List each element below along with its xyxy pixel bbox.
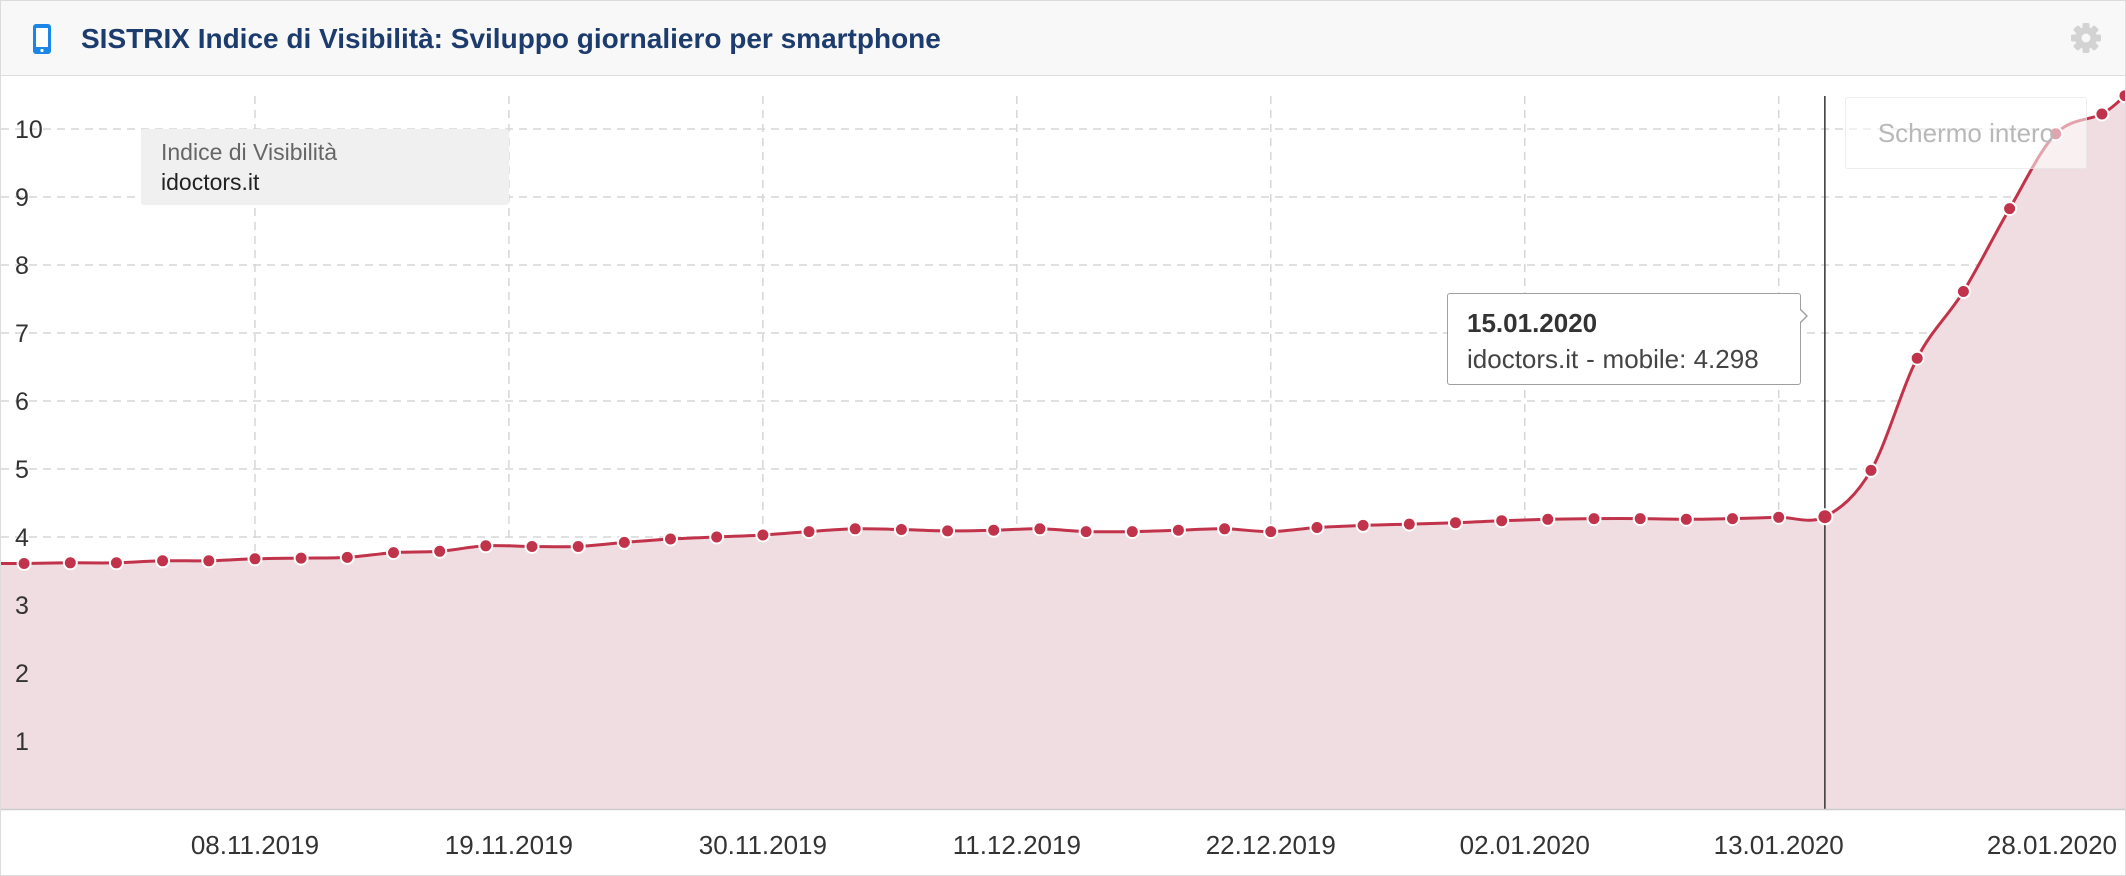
tooltip-value-line: idoctors.it - mobile: 4.298 — [1467, 344, 1759, 375]
data-point[interactable] — [1032, 521, 1048, 537]
data-point[interactable] — [1816, 508, 1834, 526]
x-tick-label: 22.12.2019 — [1206, 830, 1336, 860]
data-point[interactable] — [108, 555, 124, 571]
y-tick-label: 7 — [15, 320, 29, 348]
data-point[interactable] — [386, 545, 401, 561]
data-point[interactable] — [155, 553, 171, 569]
data-point[interactable] — [2117, 88, 2126, 104]
data-point[interactable] — [1771, 509, 1787, 525]
data-point[interactable] — [1355, 517, 1371, 533]
y-tick-label: 8 — [15, 252, 29, 280]
data-point[interactable] — [524, 539, 540, 554]
tooltip-date: 15.01.2020 — [1467, 308, 1598, 338]
data-point[interactable] — [616, 534, 632, 550]
data-point[interactable] — [1955, 284, 1971, 299]
y-tick-label: 5 — [15, 456, 29, 484]
data-point[interactable] — [570, 539, 586, 554]
y-tick-label: 3 — [15, 592, 29, 620]
tooltip-metric: mobile: — [1602, 344, 1687, 374]
x-tick-label: 19.11.2019 — [445, 830, 573, 860]
data-point[interactable] — [1078, 524, 1094, 540]
gear-icon[interactable] — [2069, 21, 2103, 55]
data-point[interactable] — [801, 524, 817, 540]
series-area-idoctors — [1, 95, 2125, 809]
data-point[interactable] — [1263, 524, 1279, 540]
data-point[interactable] — [1863, 462, 1879, 478]
data-point[interactable] — [16, 556, 32, 571]
legend: Indice di Visibilità idoctors.it — [141, 129, 509, 205]
x-tick-label: 08.11.2019 — [191, 830, 319, 860]
y-tick-label: 2 — [15, 660, 29, 688]
data-point[interactable] — [1124, 524, 1140, 540]
y-tick-label: 9 — [15, 184, 29, 212]
data-point[interactable] — [201, 553, 217, 569]
data-point[interactable] — [1309, 520, 1325, 535]
y-tick-label: 1 — [15, 728, 29, 756]
panel-title: SISTRIX Indice di Visibilità: Sviluppo g… — [81, 23, 941, 54]
data-point[interactable] — [478, 538, 494, 554]
data-point[interactable] — [247, 551, 263, 567]
y-tick-label: 4 — [15, 524, 29, 552]
data-point[interactable] — [1494, 513, 1510, 529]
y-axis-ticks: 1 2 3 4 5 6 7 8 9 10 — [15, 116, 43, 756]
x-tick-label: 11.12.2019 — [953, 830, 1081, 860]
data-point[interactable] — [1217, 521, 1233, 537]
x-axis-ticks: 08.11.2019 19.11.2019 30.11.2019 11.12.2019… — [191, 830, 2117, 860]
data-point[interactable] — [293, 550, 309, 566]
x-tick-label: 28.01.2020 — [1987, 830, 2117, 860]
y-tick-label: 10 — [15, 116, 43, 144]
data-point[interactable] — [339, 549, 355, 565]
data-point[interactable] — [1725, 511, 1740, 527]
tooltip-separator: - — [1586, 344, 1595, 374]
data-point[interactable] — [1678, 511, 1694, 527]
data-point[interactable] — [1909, 350, 1925, 366]
data-point[interactable] — [432, 543, 448, 559]
tooltip-series: idoctors.it — [1467, 344, 1579, 374]
data-point[interactable] — [1586, 511, 1602, 527]
data-point[interactable] — [1632, 511, 1648, 527]
fullscreen-button[interactable]: Schermo intero — [1845, 97, 2087, 169]
panel-header: SISTRIX Indice di Visibilità: Sviluppo g… — [1, 1, 2125, 76]
data-points — [16, 88, 2126, 571]
data-point[interactable] — [709, 529, 725, 545]
tooltip-number: 4.298 — [1693, 344, 1759, 374]
data-point[interactable] — [1401, 516, 1417, 532]
data-point[interactable] — [893, 522, 909, 537]
data-point[interactable] — [1540, 511, 1556, 527]
data-point[interactable] — [986, 522, 1002, 538]
x-tick-label: 30.11.2019 — [699, 830, 827, 860]
chart-tooltip: 15.01.2020 idoctors.it - mobile: 4.298 — [1447, 293, 1801, 385]
data-point[interactable] — [2094, 106, 2110, 122]
data-point[interactable] — [755, 527, 771, 543]
fullscreen-button-label: Schermo intero — [1877, 118, 2055, 148]
data-point[interactable] — [663, 531, 678, 547]
data-point[interactable] — [1170, 522, 1186, 538]
x-tick-label: 13.01.2020 — [1714, 830, 1844, 860]
legend-series-name: idoctors.it — [161, 169, 260, 195]
y-tick-label: 6 — [15, 388, 29, 416]
data-point[interactable] — [2002, 201, 2018, 217]
data-point[interactable] — [940, 523, 956, 539]
data-point[interactable] — [1448, 515, 1463, 531]
legend-title: Indice di Visibilità — [161, 139, 338, 165]
tooltip-arrow-fill — [1797, 307, 1806, 325]
x-tick-label: 02.01.2020 — [1460, 830, 1590, 860]
data-point[interactable] — [847, 521, 863, 537]
smartphone-icon — [33, 24, 51, 54]
data-point[interactable] — [62, 555, 78, 571]
